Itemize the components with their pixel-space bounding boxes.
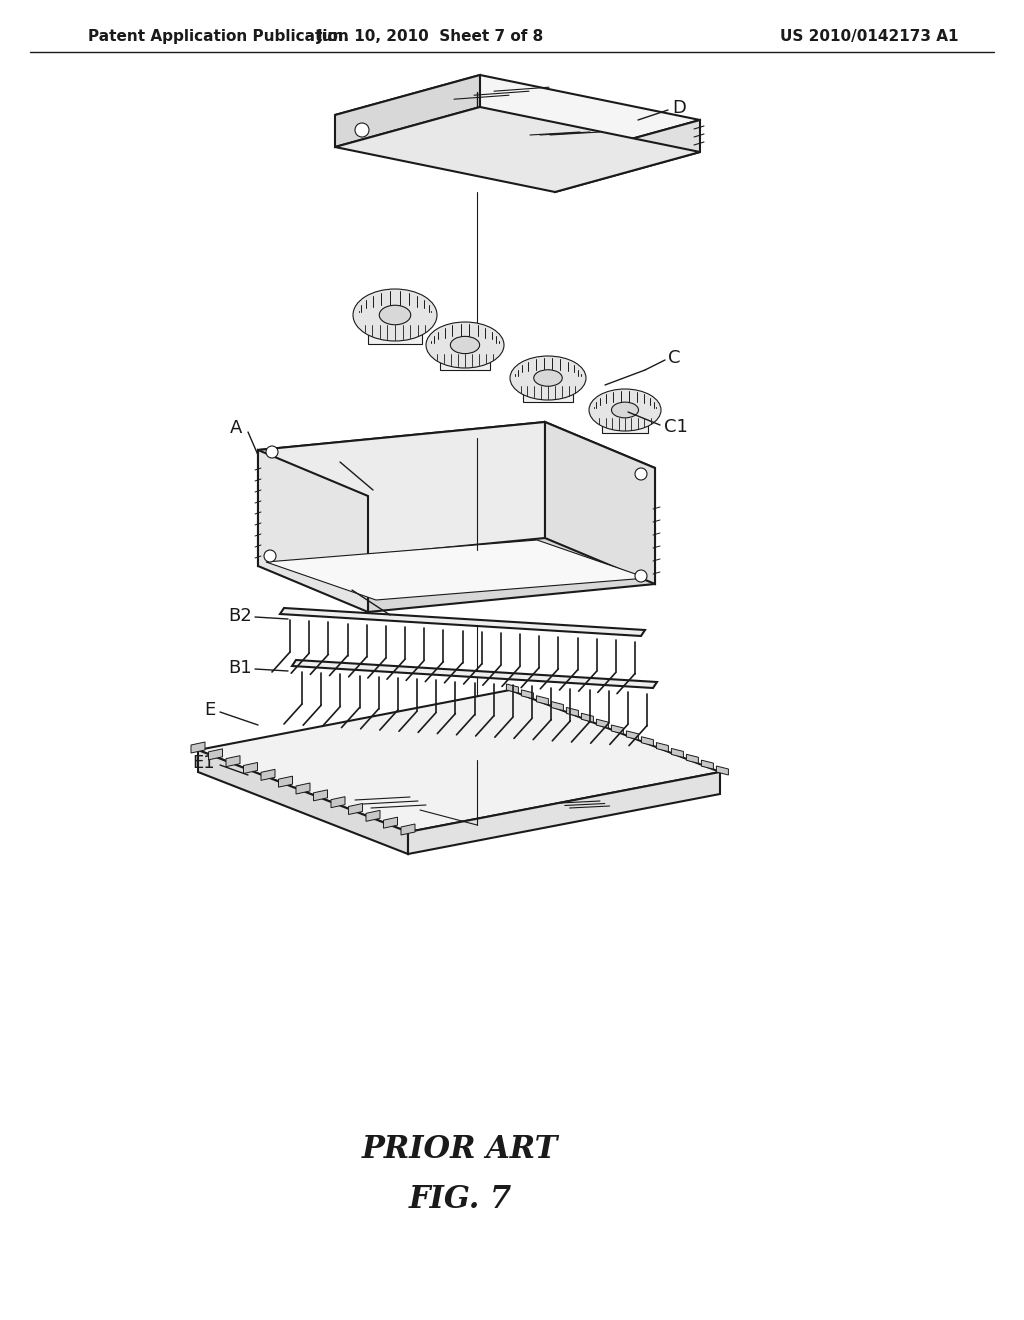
Polygon shape xyxy=(656,743,669,751)
Ellipse shape xyxy=(534,370,562,387)
Text: C1: C1 xyxy=(664,418,688,436)
Ellipse shape xyxy=(426,322,504,368)
Polygon shape xyxy=(717,766,728,775)
Polygon shape xyxy=(555,120,700,191)
Polygon shape xyxy=(439,350,490,371)
Text: B1: B1 xyxy=(228,659,252,677)
Polygon shape xyxy=(258,450,368,612)
Polygon shape xyxy=(335,75,480,147)
Polygon shape xyxy=(537,696,549,705)
Polygon shape xyxy=(611,725,624,734)
Polygon shape xyxy=(521,690,534,698)
Polygon shape xyxy=(408,772,720,854)
Text: FIG. 7: FIG. 7 xyxy=(409,1184,512,1216)
Polygon shape xyxy=(686,754,698,763)
Polygon shape xyxy=(523,383,572,403)
Ellipse shape xyxy=(451,337,479,354)
Ellipse shape xyxy=(611,403,639,418)
Ellipse shape xyxy=(353,289,437,341)
Circle shape xyxy=(264,550,276,562)
Text: E1: E1 xyxy=(193,754,215,772)
Circle shape xyxy=(266,446,278,458)
Circle shape xyxy=(355,123,369,137)
Text: B2: B2 xyxy=(228,607,252,624)
Text: C: C xyxy=(668,348,681,367)
Polygon shape xyxy=(545,422,655,583)
Polygon shape xyxy=(368,469,655,612)
Polygon shape xyxy=(582,713,593,722)
Polygon shape xyxy=(335,107,700,191)
Text: Patent Application Publication: Patent Application Publication xyxy=(88,29,349,45)
Polygon shape xyxy=(258,422,655,496)
Polygon shape xyxy=(280,609,645,636)
Text: Jun. 10, 2010  Sheet 7 of 8: Jun. 10, 2010 Sheet 7 of 8 xyxy=(316,29,544,45)
Text: PRIOR ART: PRIOR ART xyxy=(361,1134,558,1166)
Text: E: E xyxy=(204,701,215,719)
Circle shape xyxy=(635,570,647,582)
Polygon shape xyxy=(596,719,608,729)
Text: D: D xyxy=(672,99,686,117)
Ellipse shape xyxy=(379,305,411,325)
Polygon shape xyxy=(209,748,222,760)
Ellipse shape xyxy=(510,356,586,400)
Polygon shape xyxy=(551,701,563,710)
Polygon shape xyxy=(313,789,328,801)
Polygon shape xyxy=(261,770,275,780)
Polygon shape xyxy=(244,763,257,774)
Polygon shape xyxy=(198,690,720,832)
Polygon shape xyxy=(641,737,653,746)
Text: A1: A1 xyxy=(311,449,335,467)
Polygon shape xyxy=(566,708,579,717)
Text: A: A xyxy=(229,418,242,437)
Polygon shape xyxy=(401,824,415,836)
Polygon shape xyxy=(292,660,657,688)
Polygon shape xyxy=(602,414,648,433)
Ellipse shape xyxy=(589,389,662,432)
Polygon shape xyxy=(507,684,518,693)
Polygon shape xyxy=(191,742,205,752)
Polygon shape xyxy=(627,731,638,739)
Polygon shape xyxy=(266,540,647,601)
Polygon shape xyxy=(198,750,408,854)
Polygon shape xyxy=(279,776,293,787)
Text: US 2010/0142173 A1: US 2010/0142173 A1 xyxy=(780,29,958,45)
Circle shape xyxy=(635,469,647,480)
Polygon shape xyxy=(672,748,683,758)
Polygon shape xyxy=(701,760,714,770)
Polygon shape xyxy=(366,810,380,821)
Polygon shape xyxy=(348,804,362,814)
Polygon shape xyxy=(335,75,700,160)
Polygon shape xyxy=(331,797,345,808)
Polygon shape xyxy=(384,817,397,828)
Polygon shape xyxy=(296,783,310,795)
Text: B: B xyxy=(334,578,346,597)
Polygon shape xyxy=(258,422,545,566)
Polygon shape xyxy=(226,755,240,767)
Polygon shape xyxy=(368,321,422,343)
